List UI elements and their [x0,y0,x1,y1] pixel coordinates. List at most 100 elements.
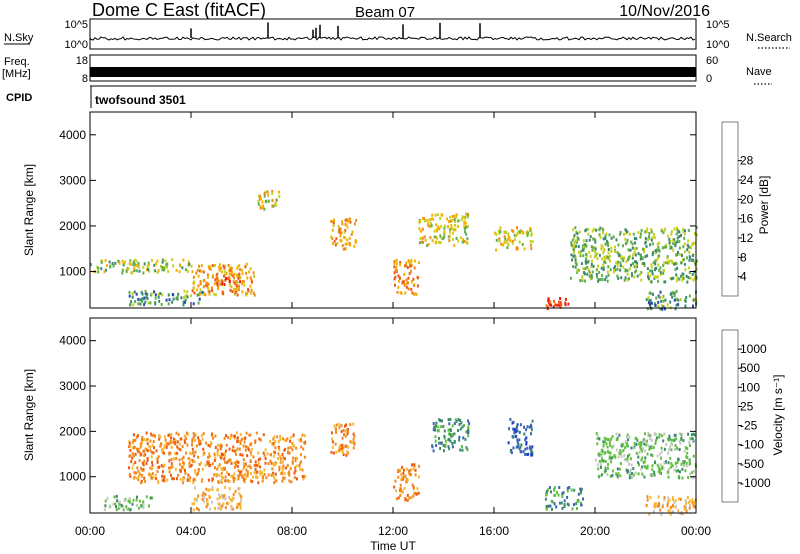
velocity-echo-cell [213,453,216,457]
velocity-echo-cell [282,456,285,460]
velocity-echo-cell [254,441,257,444]
velocity-echo-cell [202,499,205,503]
power-echo-cell [175,268,178,272]
velocity-colorbar-tick-label: 100 [740,380,760,394]
power-echo-cell [624,276,627,280]
power-echo-cell [577,268,580,272]
power-echo-cell [649,298,652,302]
velocity-echo-cell [678,431,681,435]
velocity-echo-cell [665,442,668,446]
velocity-echo-cell [175,456,178,460]
power-echo-cell [418,220,421,224]
power-echo-cell [645,245,648,248]
velocity-echo-cell [331,445,334,449]
velocity-echo-cell [150,473,153,477]
power-echo-cell [418,241,421,245]
power-echo-cell [499,226,502,230]
power-echo-cell [434,235,437,239]
power-background [90,112,696,308]
velocity-echo-cell [626,433,629,437]
power-echo-cell [607,248,610,251]
power-echo-cell [224,278,227,282]
power-echo-cell [605,275,608,279]
velocity-echo-cell [174,467,177,471]
power-echo-cell [495,238,498,242]
nsearch-tick-top: 10^5 [706,19,730,31]
power-echo-cell [639,235,642,239]
power-echo-cell [238,284,240,288]
velocity-echo-cell [279,437,282,441]
power-echo-cell [509,239,512,243]
velocity-echo-cell [131,452,134,456]
velocity-echo-cell [249,450,252,454]
power-echo-cell [128,303,131,307]
power-echo-cell [463,239,466,243]
velocity-echo-cell [628,435,631,439]
velocity-echo-cell [596,442,599,446]
power-echo-cell [348,241,351,245]
velocity-echo-cell [683,462,686,466]
power-echo-cell [167,293,170,297]
power-echo-cell [143,262,146,266]
power-echo-cell [97,266,100,270]
power-echo-cell [608,233,611,237]
power-echo-cell [646,254,649,258]
power-echo-cell [153,290,156,294]
velocity-echo-cell [190,463,193,467]
power-echo-cell [186,269,189,273]
velocity-echo-cell [674,499,677,503]
power-echo-cell [216,278,219,282]
velocity-echo-cell [447,418,450,422]
power-echo-cell [652,261,655,265]
power-echo-cell [595,228,598,232]
velocity-echo-cell [249,433,252,437]
power-echo-cell [336,242,339,245]
velocity-echo-cell [277,452,280,456]
power-echo-cell [548,303,551,307]
velocity-echo-cell [223,436,226,440]
power-echo-cell [582,239,585,243]
power-echo-cell [245,271,248,275]
velocity-echo-cell [145,495,148,499]
velocity-echo-cell [137,434,139,438]
power-echo-cell [419,236,422,240]
velocity-echo-cell [645,466,648,469]
power-echo-cell [235,283,238,287]
power-echo-cell [127,267,130,271]
velocity-echo-cell [131,502,134,506]
velocity-echo-cell [235,431,238,435]
power-echo-cell [508,235,510,239]
power-echo-cell [349,243,352,247]
power-echo-cell [395,265,398,269]
velocity-echo-cell [199,440,202,444]
velocity-echo-cell [683,449,686,453]
velocity-echo-cell [289,467,292,471]
velocity-echo-cell [136,466,139,470]
velocity-echo-cell [176,477,178,481]
velocity-echo-cell [662,439,665,443]
power-echo-cell [349,220,352,224]
velocity-echo-cell [672,504,674,508]
velocity-echo-cell [691,471,694,474]
velocity-echo-cell [181,457,184,461]
power-echo-cell [525,231,528,235]
power-echo-cell [178,263,181,267]
power-echo-cell [411,291,414,295]
velocity-echo-cell [223,485,226,489]
power-echo-cell [591,248,594,252]
velocity-echo-cell [437,425,440,429]
velocity-echo-cell [136,447,138,451]
power-echo-cell [448,239,451,242]
power-echo-cell [553,299,556,303]
power-echo-cell [584,267,587,271]
power-echo-cell [683,262,686,266]
velocity-echo-cell [441,419,443,423]
velocity-echo-cell [191,447,194,451]
velocity-echo-cell [667,500,670,504]
velocity-echo-cell [242,462,245,466]
velocity-echo-cell [635,451,638,455]
velocity-echo-cell [650,434,653,438]
power-echo-cell [346,218,349,222]
power-echo-cell [654,251,657,255]
velocity-echo-cell [163,475,166,479]
